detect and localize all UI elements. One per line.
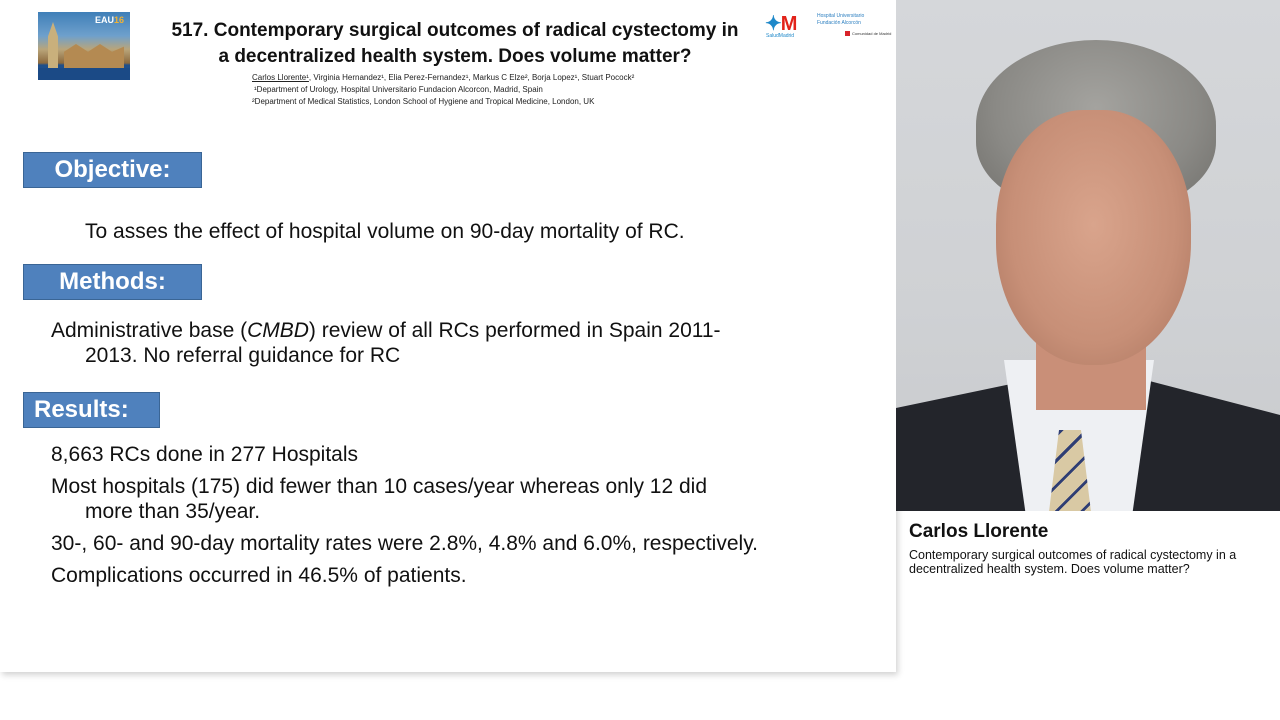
presenting-author: Carlos Llorente¹ [252,73,309,82]
speaker-video [896,0,1280,511]
methods-text: Administrative base (CMBD) review of all… [51,318,871,368]
methods-text-line-2: 2013. No referral guidance for RC [85,344,401,367]
author-block: Carlos Llorente¹, Virginia Hernandez¹, E… [230,72,700,108]
speaker-name: Carlos Llorente [909,521,1049,542]
comunidad-madrid-logo: Comunidad de Madrid [845,31,892,37]
salud-madrid-label: SaludMadrid [766,33,795,39]
affiliation-2: ²Department of Medical Statistics, Londo… [252,97,595,106]
salud-madrid-swirl-icon: ✦ [765,13,782,35]
co-authors: , Virginia Hernandez¹, Elia Perez-Fernan… [308,73,635,82]
objective-text: To asses the effect of hospital volume o… [85,220,685,243]
author-list: Carlos Llorente¹, Virginia Hernandez¹, E… [230,72,700,84]
title-line-2: a decentralized health system. Does volu… [218,46,692,67]
results-list: 8,663 RCs done in 277 Hospitals Most hos… [51,442,891,595]
presentation-slide: EAU16 517. Contemporary surgical outcome… [23,11,895,595]
tower-graphic [48,22,58,70]
results-item-text: 8,663 RCs done in 277 Hospitals [51,443,359,466]
results-heading: Results: [23,392,160,428]
comunidad-label: Comunidad de Madrid [852,31,892,36]
affiliation-1: ¹Department of Urology, Hospital Univers… [254,85,543,94]
eau-year: 16 [113,15,124,25]
speaker-face [996,110,1191,365]
logo-footer-band [38,68,130,80]
methods-text-part: Administrative base ( [51,319,248,342]
speaker-caption: Carlos Llorente Contemporary surgical ou… [909,520,1274,576]
methods-heading: Methods: [23,264,202,300]
methods-cmbd: CMBD [247,319,309,342]
building-graphic [64,44,124,70]
results-item-continuation: more than 35/year. [85,500,261,523]
results-item-text: Most hospitals (175) did fewer than 10 c… [51,475,708,498]
results-item: 30-, 60- and 90-day mortality rates were… [51,531,891,556]
institution-logos: ✦M SaludMadrid Hospital Universitario Fu… [765,11,895,41]
results-item: Complications occurred in 46.5% of patie… [51,563,891,588]
results-item: Most hospitals (175) did fewer than 10 c… [51,474,891,524]
comunidad-flag-icon [845,31,850,37]
results-item-text: 30-, 60- and 90-day mortality rates were… [51,532,758,555]
salud-madrid-logo: ✦M [765,11,798,36]
slide-title: 517. Contemporary surgical outcomes of r… [150,18,760,70]
methods-text-part: ) review of all RCs performed in Spain 2… [308,319,721,342]
hospital-logo-text: Hospital Universitario Fundación Alcorcó… [817,13,865,26]
results-item-text: Complications occurred in 46.5% of patie… [51,564,467,587]
salud-madrid-mark: M [780,13,798,35]
title-line-1: 517. Contemporary surgical outcomes of r… [171,20,739,41]
eau16-conference-logo: EAU16 [38,12,130,80]
talk-title: Contemporary surgical outcomes of radica… [909,548,1237,576]
eau-label: EAU16 [95,15,124,25]
eau-prefix: EAU [94,15,114,25]
results-item: 8,663 RCs done in 277 Hospitals [51,442,891,467]
objective-heading: Objective: [23,152,202,188]
